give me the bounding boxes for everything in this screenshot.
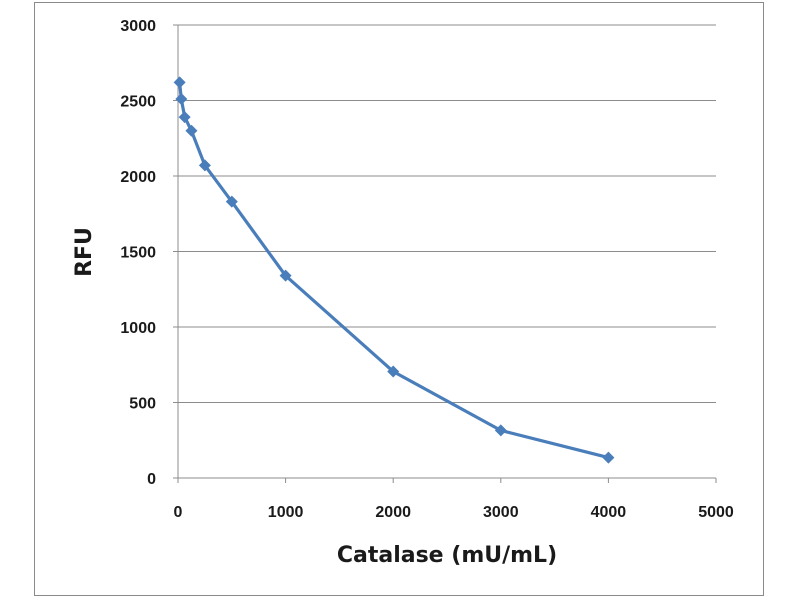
y-tick-label: 2500 [120,94,156,111]
y-axis-title: RFU [72,227,97,277]
x-tick-label: 4000 [591,504,627,521]
series-line [178,82,609,460]
x-tick-labels: 0 1000 2000 3000 4000 5000 [174,504,734,521]
y-tick-label: 1000 [120,320,156,337]
x-tick-label: 5000 [698,504,734,521]
y-tick-label: 2000 [120,169,156,186]
data-point-marker [279,269,292,282]
data-point-marker [178,111,191,124]
y-tick-labels: 0 500 1000 1500 2000 2500 3000 [120,18,156,488]
data-point-marker [173,76,186,89]
y-tick-label: 500 [129,396,156,413]
data-point-marker [494,424,507,437]
y-tick-label: 1500 [120,245,156,262]
data-point-marker [225,195,238,208]
y-tick-label: 0 [147,471,156,488]
data-point-marker [175,92,188,105]
x-tick-label: 0 [174,504,183,521]
data-point-marker [185,124,198,137]
gridlines [178,24,716,403]
data-point-marker [387,365,400,378]
x-tick-label: 1000 [268,504,304,521]
data-point-marker [198,159,211,172]
x-tick-label: 2000 [375,504,411,521]
data-point-marker [602,451,615,464]
x-axis-title: Catalase (mU/mL) [337,543,557,568]
series [173,76,615,464]
x-tick-label: 3000 [483,504,519,521]
axes [173,24,717,483]
y-tick-label: 3000 [120,18,156,35]
